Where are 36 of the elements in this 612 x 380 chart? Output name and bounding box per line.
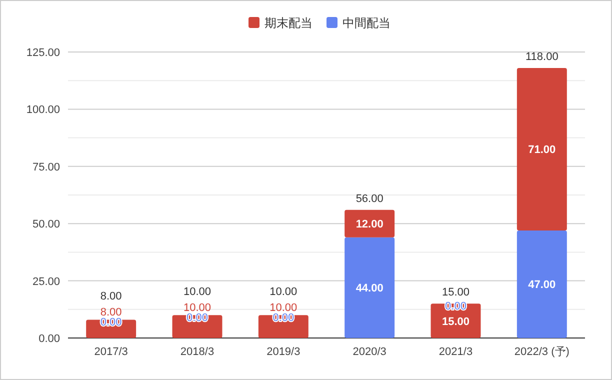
- data-label: 10.00: [270, 286, 298, 298]
- bar: [344, 210, 395, 238]
- total-label: 10.00: [270, 302, 298, 314]
- y-tick-label: 100.00: [26, 104, 60, 116]
- x-tick-label: 2019/3: [266, 346, 300, 358]
- x-tick-label: 2018/3: [180, 346, 214, 358]
- total-label: 118.00: [526, 51, 558, 64]
- legend-label: 中間配当: [342, 16, 390, 30]
- data-label: 12.00: [356, 218, 384, 231]
- bar: [516, 68, 567, 230]
- y-tick-label: 75.00: [32, 161, 60, 174]
- total-label: 15.00: [442, 286, 470, 299]
- legend-label: 期末配当: [264, 16, 312, 30]
- data-label: 44.00: [356, 282, 384, 295]
- bar: [516, 230, 567, 338]
- x-tick-label: 2020/3: [352, 346, 386, 358]
- total-label: 10.00: [183, 302, 212, 314]
- data-label: 10.00: [183, 286, 212, 298]
- data-label: 71.00: [528, 144, 556, 156]
- y-tick-label: 50.00: [32, 218, 60, 231]
- data-label: 0.00: [100, 316, 122, 329]
- y-tick-label: 25.00: [32, 276, 60, 288]
- x-tick-label: 2021/3: [438, 346, 473, 358]
- bar: [344, 237, 395, 338]
- data-label: 0.00: [272, 312, 294, 324]
- data-label: 0.00: [186, 312, 208, 324]
- total-label: 8.00: [100, 306, 122, 319]
- x-tick-label: 2022/3 (予): [514, 346, 570, 358]
- y-tick-label: 0.00: [38, 333, 60, 345]
- x-tick-label: 2017/3: [94, 346, 128, 358]
- total-label: 56.00: [356, 192, 384, 205]
- data-label: 47.00: [528, 279, 556, 292]
- data-label: 8.00: [100, 290, 122, 303]
- y-tick-label: 125.00: [26, 47, 60, 59]
- data-label: 0.00: [445, 300, 466, 313]
- data-label: 15.00: [442, 316, 470, 328]
